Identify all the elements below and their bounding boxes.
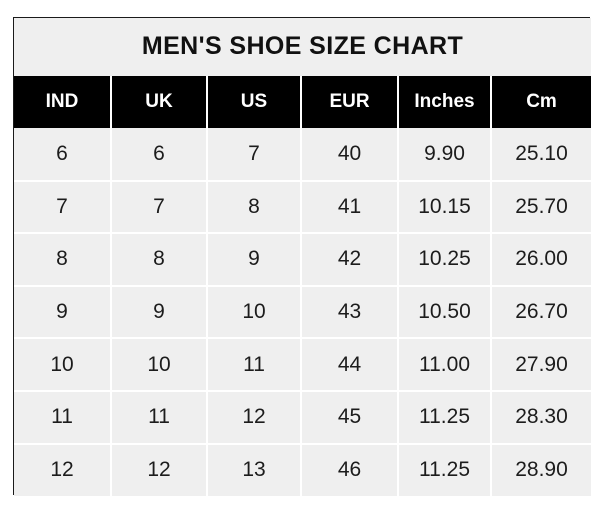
chart-title: MEN'S SHOE SIZE CHART bbox=[14, 18, 592, 76]
cell-ind: 12 bbox=[14, 442, 112, 497]
table-body: 6 6 7 40 9.90 25.10 7 7 8 41 10.15 25.70… bbox=[14, 128, 592, 497]
table-row: 7 7 8 41 10.15 25.70 bbox=[14, 179, 592, 234]
column-header-ind: IND bbox=[14, 75, 112, 128]
cell-cm: 26.00 bbox=[491, 232, 592, 286]
shoe-size-table: MEN'S SHOE SIZE CHART IND UK US EUR Inch… bbox=[14, 18, 592, 497]
table-row: 12 12 13 46 11.25 28.90 bbox=[14, 442, 592, 497]
table-row: 11 11 12 45 11.25 28.30 bbox=[14, 389, 592, 444]
cell-eur: 41 bbox=[301, 179, 399, 234]
cell-us: 8 bbox=[207, 179, 302, 234]
cell-uk: 11 bbox=[111, 389, 208, 444]
size-chart-container: MEN'S SHOE SIZE CHART IND UK US EUR Inch… bbox=[13, 17, 592, 497]
cell-inches: 9.90 bbox=[398, 128, 492, 181]
cell-us: 7 bbox=[207, 128, 302, 181]
cell-ind: 8 bbox=[14, 232, 112, 286]
column-header-us: US bbox=[207, 75, 302, 128]
cell-uk: 8 bbox=[111, 232, 208, 286]
table-title-row: MEN'S SHOE SIZE CHART bbox=[14, 18, 592, 76]
column-header-cm: Cm bbox=[491, 75, 592, 128]
cell-cm: 28.30 bbox=[491, 389, 592, 444]
cell-uk: 6 bbox=[111, 128, 208, 181]
cell-eur: 42 bbox=[301, 232, 399, 286]
column-header-eur: EUR bbox=[301, 75, 399, 128]
cell-eur: 43 bbox=[301, 284, 399, 339]
cell-us: 12 bbox=[207, 389, 302, 444]
cell-cm: 25.10 bbox=[491, 128, 592, 181]
column-header-inches: Inches bbox=[398, 75, 492, 128]
cell-us: 10 bbox=[207, 284, 302, 339]
table-header-row: IND UK US EUR Inches Cm bbox=[14, 75, 592, 128]
cell-inches: 10.50 bbox=[398, 284, 492, 339]
cell-cm: 25.70 bbox=[491, 179, 592, 234]
cell-us: 9 bbox=[207, 232, 302, 286]
cell-inches: 11.25 bbox=[398, 389, 492, 444]
cell-uk: 9 bbox=[111, 284, 208, 339]
cell-eur: 45 bbox=[301, 389, 399, 444]
cell-cm: 28.90 bbox=[491, 442, 592, 497]
cell-cm: 26.70 bbox=[491, 284, 592, 339]
cell-ind: 10 bbox=[14, 337, 112, 391]
cell-ind: 9 bbox=[14, 284, 112, 339]
cell-eur: 44 bbox=[301, 337, 399, 391]
table-row: 8 8 9 42 10.25 26.00 bbox=[14, 232, 592, 286]
cell-inches: 11.25 bbox=[398, 442, 492, 497]
cell-eur: 46 bbox=[301, 442, 399, 497]
table-row: 9 9 10 43 10.50 26.70 bbox=[14, 284, 592, 339]
cell-uk: 10 bbox=[111, 337, 208, 391]
cell-us: 13 bbox=[207, 442, 302, 497]
cell-ind: 7 bbox=[14, 179, 112, 234]
cell-uk: 12 bbox=[111, 442, 208, 497]
table-row: 6 6 7 40 9.90 25.10 bbox=[14, 128, 592, 181]
cell-cm: 27.90 bbox=[491, 337, 592, 391]
column-header-uk: UK bbox=[111, 75, 208, 128]
cell-inches: 10.15 bbox=[398, 179, 492, 234]
cell-ind: 6 bbox=[14, 128, 112, 181]
cell-us: 11 bbox=[207, 337, 302, 391]
cell-ind: 11 bbox=[14, 389, 112, 444]
cell-uk: 7 bbox=[111, 179, 208, 234]
cell-inches: 10.25 bbox=[398, 232, 492, 286]
table-row: 10 10 11 44 11.00 27.90 bbox=[14, 337, 592, 391]
table-head: MEN'S SHOE SIZE CHART IND UK US EUR Inch… bbox=[14, 18, 592, 128]
cell-inches: 11.00 bbox=[398, 337, 492, 391]
cell-eur: 40 bbox=[301, 128, 399, 181]
